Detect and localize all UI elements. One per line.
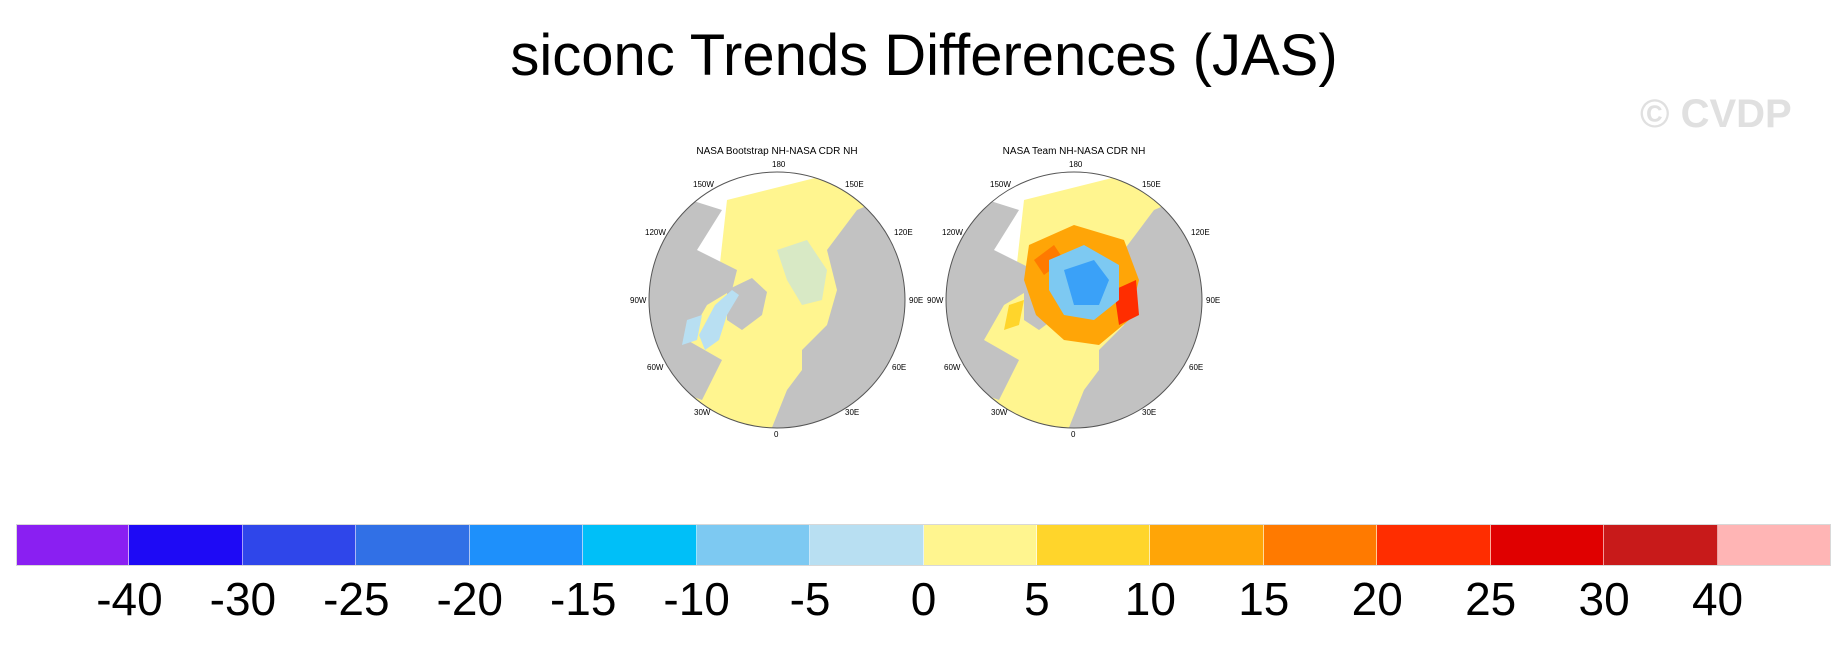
lon-label-120w: 120W (645, 228, 666, 237)
lon-label-30w: 30W (694, 408, 711, 417)
colorbar-swatch (242, 524, 357, 566)
colorbar-tick-label: -15 (549, 573, 617, 625)
colorbar-swatch (583, 524, 697, 566)
colorbar (16, 524, 1831, 566)
colorbar-tick-label: -5 (789, 573, 831, 625)
lon-label-0: 0 (1071, 430, 1076, 439)
colorbar-swatch (810, 524, 924, 566)
colorbar-swatch (696, 524, 811, 566)
colorbar-swatch (923, 524, 1037, 566)
colorbar-tick-label: 15 (1238, 573, 1290, 625)
lon-label-0: 0 (774, 430, 779, 439)
lon-label-90w: 90W (630, 296, 647, 305)
colorbar-tick-label: -40 (96, 573, 163, 625)
colorbar-swatch (1604, 524, 1718, 566)
map-panel-bootstrap: NASA Bootstrap NH-NASA CDR NH 180 150E 1… (627, 140, 927, 440)
lon-label-120e: 120E (1191, 228, 1210, 237)
colorbar-tick-label: -25 (323, 573, 390, 625)
strong-negative-core (1064, 260, 1109, 305)
colorbar-tick-label: 5 (1024, 573, 1050, 625)
colorbar-swatch (1263, 524, 1378, 566)
lon-label-30e: 30E (845, 408, 859, 417)
lon-label-150w: 150W (693, 180, 714, 189)
colorbar-tick-label: -20 (436, 573, 503, 625)
greenland-landmass (727, 278, 767, 330)
lon-label-150w: 150W (990, 180, 1011, 189)
lon-label-90w: 90W (927, 296, 944, 305)
lon-label-60e: 60E (892, 363, 906, 372)
colorbar-tick-label: 25 (1465, 573, 1517, 625)
negative-hudson-region (682, 315, 702, 345)
lon-label-150e: 150E (1142, 180, 1161, 189)
colorbar-swatch (1036, 524, 1151, 566)
cvdp-watermark: © CVDP (1640, 92, 1792, 136)
polar-map-bootstrap: 180 150E 120E 90E 60E 30E 0 30W 60W 90W … (630, 160, 923, 439)
colorbar-swatch (356, 524, 470, 566)
colorbar-tick-label: -30 (209, 573, 277, 625)
colorbar-tick-label: 40 (1691, 573, 1744, 625)
lon-label-60w: 60W (944, 363, 961, 372)
colorbar-tick-label: 10 (1124, 573, 1176, 625)
lon-label-30e: 30E (1142, 408, 1156, 417)
lon-label-120e: 120E (894, 228, 913, 237)
colorbar-tick-label: 30 (1578, 573, 1630, 625)
panel-title: NASA Bootstrap NH-NASA CDR NH (696, 146, 858, 157)
lon-label-60w: 60W (647, 363, 664, 372)
colorbar-swatch (1717, 524, 1831, 566)
lon-label-30w: 30W (991, 408, 1008, 417)
positive-edge-region (1004, 300, 1024, 330)
lon-label-150e: 150E (845, 180, 864, 189)
lon-label-120w: 120W (942, 228, 963, 237)
colorbar-swatch (1490, 524, 1605, 566)
colorbar-tick-label: -10 (663, 573, 730, 625)
strong-positive-region (1114, 280, 1139, 325)
negative-edge-region (699, 290, 739, 350)
lon-label-90e: 90E (1206, 296, 1220, 305)
colorbar-swatch (16, 524, 130, 566)
lon-label-90e: 90E (909, 296, 923, 305)
lon-label-180: 180 (772, 160, 786, 169)
panel-title: NASA Team NH-NASA CDR NH (1002, 146, 1146, 157)
colorbar-swatch (1150, 524, 1264, 566)
map-panel-team: NASA Team NH-NASA CDR NH 180 150E 120E 9… (924, 140, 1224, 440)
polar-map-team: 180 150E 120E 90E 60E 30E 0 30W 60W 90W … (927, 160, 1220, 439)
page-title: siconc Trends Differences (JAS) (510, 23, 1338, 88)
colorbar-tick-label: 20 (1351, 573, 1403, 625)
colorbar-swatch (1377, 524, 1491, 566)
lon-label-180: 180 (1069, 160, 1083, 169)
colorbar-swatch (469, 524, 584, 566)
colorbar-swatch (129, 524, 243, 566)
negative-arctic-region (777, 240, 827, 305)
colorbar-tick-label: 0 (910, 573, 937, 625)
lon-label-60e: 60E (1189, 363, 1203, 372)
